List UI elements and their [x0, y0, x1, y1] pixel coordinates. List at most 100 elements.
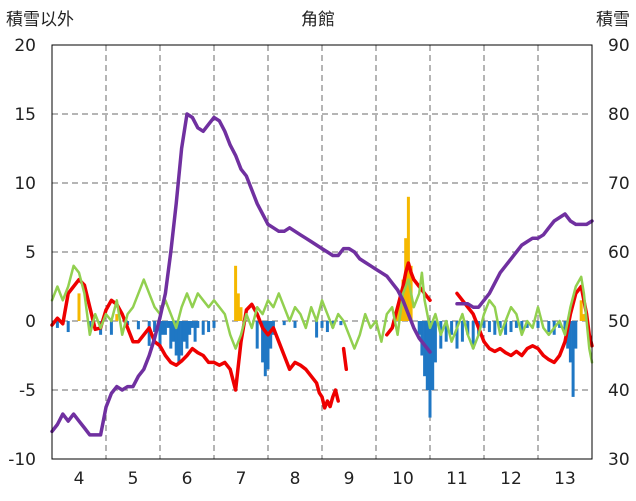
bar [420, 321, 424, 356]
chart-title: 角館 [301, 10, 335, 30]
x-ticks: 4 5 6 7 8 9 10 11 12 13 [74, 469, 576, 489]
bar [563, 321, 567, 335]
bar [88, 321, 92, 328]
bar [263, 321, 267, 377]
y-tick-label-right: 30 [608, 450, 630, 470]
bar [180, 321, 184, 356]
bar [504, 321, 508, 335]
x-tick-label: 8 [290, 469, 301, 489]
bar [163, 321, 167, 335]
bar [261, 321, 265, 363]
bar [406, 196, 410, 321]
bar [239, 307, 243, 321]
bar [536, 321, 540, 328]
bar [571, 321, 575, 397]
x-tick-label: 9 [344, 469, 355, 489]
x-tick-label: 13 [554, 469, 576, 489]
bar [487, 321, 491, 333]
bar [428, 321, 432, 418]
bar [498, 321, 502, 328]
bar [293, 321, 297, 328]
series-line [50, 264, 594, 364]
bar [147, 321, 151, 346]
bar [568, 321, 572, 363]
bar [193, 321, 197, 342]
y-tick-label-right: 40 [608, 381, 630, 401]
x-tick-label: 7 [236, 469, 247, 489]
bar [136, 321, 140, 330]
bar [77, 293, 81, 321]
y-axis-label-right: 積雪 [596, 10, 630, 30]
bar [331, 321, 335, 328]
bar [55, 321, 59, 328]
bar [423, 321, 427, 377]
bar [547, 321, 551, 333]
y-ticks-left: 20 15 10 5 0 -5 -10 [8, 36, 36, 470]
bar [433, 321, 437, 363]
bar [182, 321, 186, 342]
bar [115, 314, 119, 321]
bar [236, 293, 240, 321]
bar [471, 321, 475, 349]
bar [166, 321, 170, 328]
bar [282, 321, 286, 326]
x-tick-label: 11 [446, 469, 468, 489]
bar [509, 321, 513, 333]
bar [172, 321, 175, 342]
bar [266, 321, 270, 370]
bar [315, 321, 319, 338]
y-tick-label-left: -5 [19, 381, 36, 401]
y-tick-label-right: 90 [608, 36, 630, 56]
bar [325, 321, 329, 333]
bar [207, 321, 211, 333]
series-line [50, 112, 432, 437]
bar [579, 300, 583, 321]
bar [158, 321, 162, 349]
bar [320, 321, 324, 328]
y-tick-label-right: 70 [608, 174, 630, 194]
bar [153, 321, 157, 333]
bar [525, 321, 529, 328]
bar [574, 321, 578, 349]
bar [109, 321, 113, 335]
y-tick-label-left: 0 [25, 312, 36, 332]
y-tick-label-right: 80 [608, 105, 630, 125]
bar [460, 321, 464, 342]
bar [269, 321, 273, 349]
bar [450, 321, 454, 335]
x-tick-label: 4 [74, 469, 85, 489]
bar [66, 321, 70, 333]
y-tick-label-left: 20 [14, 36, 36, 56]
series-line [455, 284, 594, 365]
x-tick-label: 6 [182, 469, 193, 489]
y-axis-label-left: 積雪以外 [6, 10, 74, 30]
y-tick-label-left: 10 [14, 174, 36, 194]
bar [161, 321, 165, 335]
y-ticks-right: 90 80 70 60 50 40 30 [608, 36, 630, 470]
y-tick-label-left: -10 [8, 450, 36, 470]
bar [558, 321, 562, 328]
y-tick-label-left: 5 [25, 243, 36, 263]
series-line [341, 346, 349, 372]
plot-frame [51, 44, 593, 460]
bar [582, 314, 586, 321]
bar [188, 321, 192, 335]
bar [431, 321, 435, 390]
bar [455, 321, 459, 349]
x-tick-label: 12 [500, 469, 522, 489]
bar [190, 321, 194, 328]
bar [255, 321, 259, 349]
bar [196, 321, 200, 328]
line-series [50, 112, 594, 437]
bar [417, 321, 421, 335]
series-line [455, 212, 594, 309]
bar [466, 321, 470, 335]
bar [212, 321, 216, 328]
bar [174, 321, 178, 356]
bar [493, 321, 497, 335]
bar [339, 321, 343, 326]
bar [185, 321, 189, 349]
bar [177, 321, 181, 363]
bar [201, 321, 205, 335]
